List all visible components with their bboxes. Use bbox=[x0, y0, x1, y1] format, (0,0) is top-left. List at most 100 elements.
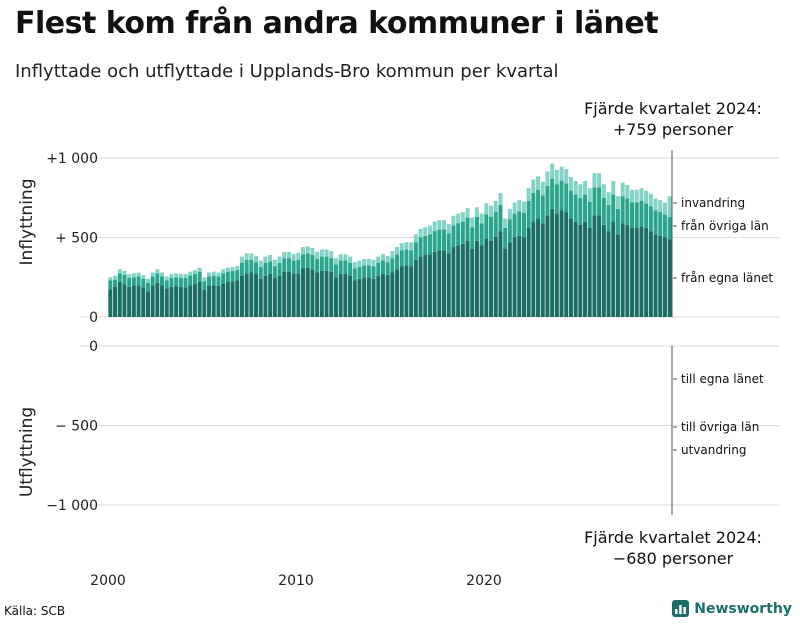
bar-segment bbox=[540, 181, 545, 196]
source-note: Källa: SCB bbox=[4, 604, 66, 618]
bar-segment bbox=[550, 178, 555, 209]
bar-segment bbox=[202, 277, 207, 282]
bar-segment bbox=[648, 193, 653, 207]
bar-segment bbox=[395, 254, 400, 270]
bar-segment bbox=[399, 243, 404, 251]
bar-segment bbox=[192, 283, 197, 317]
bar-segment bbox=[343, 254, 348, 261]
bar-segment bbox=[545, 171, 550, 186]
bar-segment bbox=[648, 231, 653, 317]
bar-segment bbox=[404, 265, 409, 317]
bar-segment bbox=[357, 266, 362, 279]
bar-segment bbox=[108, 280, 113, 290]
bar-segment bbox=[639, 200, 644, 227]
bar-segment bbox=[423, 227, 428, 236]
bar-segment bbox=[263, 275, 268, 317]
x-tick-label: 2010 bbox=[278, 573, 314, 589]
bar-segment bbox=[225, 271, 230, 283]
bar-segment bbox=[178, 286, 183, 317]
bar-segment bbox=[451, 247, 456, 317]
bar-segment bbox=[470, 248, 475, 317]
bar-segment bbox=[268, 261, 273, 275]
y-tick-label: −1 000 bbox=[46, 498, 98, 514]
bar-segment bbox=[456, 223, 461, 246]
bar-segment bbox=[498, 204, 503, 232]
y-tick-label: +1 000 bbox=[46, 151, 98, 167]
bar-segment bbox=[531, 192, 536, 222]
bar-segment bbox=[164, 288, 169, 317]
bar-segment bbox=[658, 212, 663, 236]
bar-segment bbox=[460, 221, 465, 244]
bar-segment bbox=[315, 251, 320, 259]
bar-segment bbox=[244, 259, 249, 274]
bar-segment bbox=[507, 208, 512, 220]
bar-segment bbox=[423, 254, 428, 317]
bar-segment bbox=[136, 286, 141, 317]
bar-segment bbox=[319, 256, 324, 271]
chart-title: Flest kom från andra kommuner i länet bbox=[15, 6, 659, 41]
bar-segment bbox=[489, 240, 494, 317]
bar-segment bbox=[521, 201, 526, 213]
bar-segment bbox=[127, 278, 132, 287]
bar-segment bbox=[164, 276, 169, 281]
bar-segment bbox=[427, 225, 432, 235]
bar-segment bbox=[385, 274, 390, 317]
bar-segment bbox=[150, 285, 155, 317]
bar-segment bbox=[474, 216, 479, 241]
bar-segment bbox=[611, 221, 616, 317]
bar-segment bbox=[521, 237, 526, 317]
x-tick-label: 2000 bbox=[90, 573, 126, 589]
bar-segment bbox=[183, 274, 188, 279]
bar-segment bbox=[540, 223, 545, 317]
bar-segment bbox=[512, 202, 517, 214]
bar-segment bbox=[460, 212, 465, 222]
bar-segment bbox=[564, 212, 569, 317]
bar-segment bbox=[197, 267, 202, 272]
bar-segment bbox=[521, 212, 526, 238]
bar-segment bbox=[258, 278, 263, 317]
bar-segment bbox=[230, 266, 235, 271]
bar-segment bbox=[366, 265, 371, 278]
bar-segment bbox=[545, 185, 550, 216]
bar-segment bbox=[338, 274, 343, 317]
bar-segment bbox=[117, 269, 122, 274]
bar-segment bbox=[197, 282, 202, 317]
bar-segment bbox=[559, 166, 564, 182]
bar-segment bbox=[559, 181, 564, 211]
bar-segment bbox=[362, 277, 367, 317]
bar-segment bbox=[526, 227, 531, 317]
bar-segment bbox=[362, 265, 367, 278]
bar-segment bbox=[395, 247, 400, 255]
bar-segment bbox=[338, 260, 343, 275]
bar-segment bbox=[427, 254, 432, 317]
bar-segment bbox=[338, 254, 343, 261]
bar-segment bbox=[432, 221, 437, 232]
bar-segment bbox=[319, 249, 324, 257]
bar-segment bbox=[474, 207, 479, 217]
bar-segment bbox=[352, 280, 357, 317]
bar-segment bbox=[291, 260, 296, 274]
bar-segment bbox=[536, 189, 541, 219]
bar-segment bbox=[197, 271, 202, 283]
bar-segment bbox=[169, 286, 174, 317]
bar-segment bbox=[315, 272, 320, 317]
bar-segment bbox=[648, 206, 653, 232]
bar-segment bbox=[479, 213, 484, 224]
bar-segment bbox=[390, 251, 395, 259]
bar-segment bbox=[333, 277, 338, 317]
bar-segment bbox=[418, 228, 423, 238]
bar-segment bbox=[225, 282, 230, 317]
bar-segment bbox=[254, 262, 259, 275]
bar-segment bbox=[662, 202, 667, 215]
bar-segment bbox=[221, 269, 226, 274]
bar-segment bbox=[662, 237, 667, 317]
bar-segment bbox=[437, 220, 442, 230]
bar-segment bbox=[615, 208, 620, 235]
bar-segment bbox=[540, 195, 545, 224]
bar-segment bbox=[225, 267, 230, 272]
bar-segment bbox=[310, 269, 315, 317]
bar-segment bbox=[413, 234, 418, 243]
bar-segment bbox=[202, 281, 207, 290]
bar-segment bbox=[291, 254, 296, 261]
bar-segment bbox=[174, 273, 179, 278]
